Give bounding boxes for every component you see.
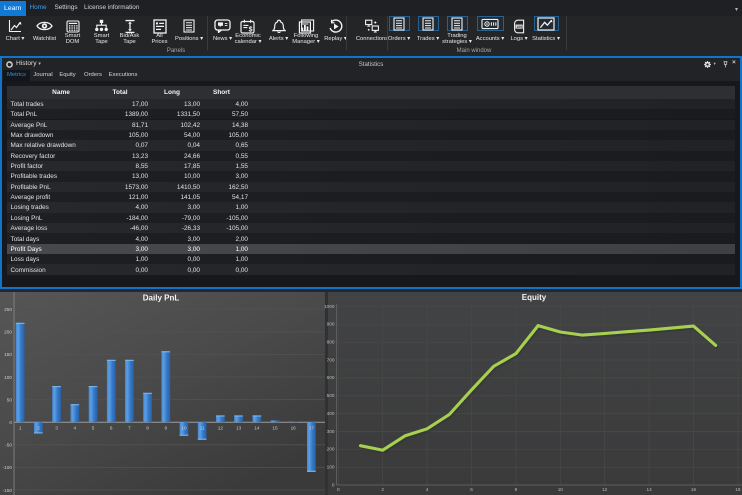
svg-text:9: 9	[164, 425, 167, 430]
svg-text:16: 16	[690, 487, 696, 492]
svg-text:15: 15	[272, 425, 278, 430]
svg-text:100: 100	[326, 465, 334, 470]
svg-text:150: 150	[4, 352, 12, 357]
svg-text:600: 600	[326, 375, 334, 380]
svg-text:100: 100	[516, 24, 522, 28]
svg-text:100: 100	[4, 375, 12, 380]
svg-text:50: 50	[7, 397, 13, 402]
svg-text:2: 2	[37, 425, 40, 430]
svg-text:3: 3	[55, 425, 58, 430]
svg-text:400: 400	[326, 411, 334, 416]
svg-text:0: 0	[9, 420, 12, 425]
svg-text:12: 12	[602, 487, 608, 492]
svg-text:10: 10	[557, 487, 563, 492]
svg-text:5: 5	[92, 425, 95, 430]
svg-text:500: 500	[326, 393, 334, 398]
svg-text:4: 4	[425, 487, 428, 492]
svg-text:16: 16	[291, 425, 297, 430]
svg-text:13: 13	[236, 425, 242, 430]
svg-text:6: 6	[470, 487, 473, 492]
svg-text:250: 250	[4, 307, 12, 312]
svg-text:Daily PnL: Daily PnL	[143, 294, 180, 303]
svg-text:11: 11	[200, 425, 205, 430]
svg-text:14: 14	[646, 487, 652, 492]
svg-text:900: 900	[326, 322, 334, 327]
svg-text:1: 1	[19, 425, 22, 430]
svg-text:0: 0	[336, 487, 339, 492]
svg-text:14: 14	[254, 425, 260, 430]
svg-text:800: 800	[326, 340, 334, 345]
svg-text:7: 7	[128, 425, 131, 430]
svg-text:0: 0	[331, 482, 334, 487]
svg-text:1000: 1000	[324, 304, 335, 309]
svg-text:-50: -50	[5, 443, 12, 448]
svg-text:17: 17	[309, 425, 315, 430]
svg-text:18: 18	[735, 487, 741, 492]
svg-text:700: 700	[326, 357, 334, 362]
svg-text:Equity: Equity	[521, 293, 546, 302]
svg-text:12: 12	[218, 425, 224, 430]
svg-text:8: 8	[146, 425, 149, 430]
svg-text:10: 10	[181, 425, 187, 430]
svg-text:200: 200	[326, 447, 334, 452]
svg-text:$: $	[249, 26, 253, 33]
svg-text:4: 4	[73, 425, 76, 430]
svg-text:2: 2	[381, 487, 384, 492]
svg-text:300: 300	[326, 429, 334, 434]
svg-text:200: 200	[4, 330, 12, 335]
svg-text:-150: -150	[3, 488, 13, 493]
svg-text:8: 8	[514, 487, 517, 492]
svg-text:-100: -100	[3, 465, 13, 470]
svg-text:6: 6	[110, 425, 113, 430]
